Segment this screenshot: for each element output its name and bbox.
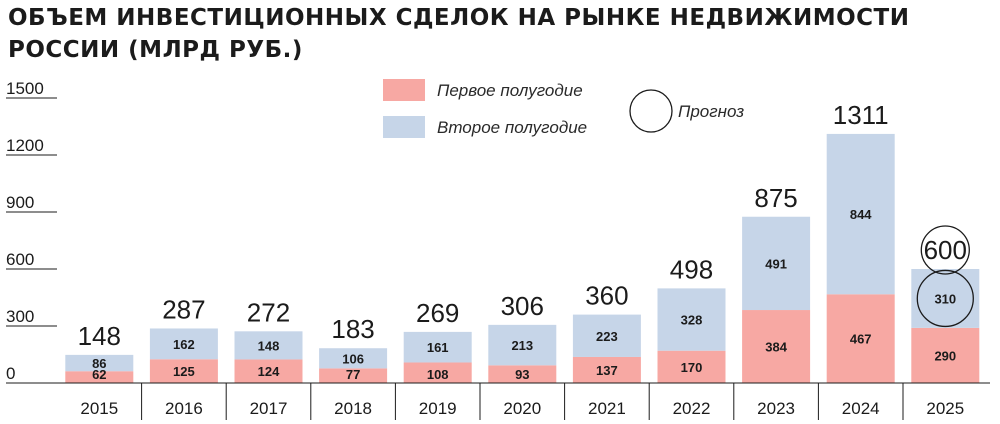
- legend-label-forecast: Прогноз: [678, 102, 744, 121]
- x-category-label: 2018: [334, 399, 372, 418]
- second-half-value-label: 310: [934, 291, 956, 306]
- bar-total-label: 306: [501, 291, 544, 321]
- y-tick-label: 600: [6, 250, 34, 269]
- bar-total-label: 272: [247, 297, 290, 327]
- bar-total-label: 360: [585, 281, 628, 311]
- y-tick-label: 300: [6, 307, 34, 326]
- x-category-label: 2016: [165, 399, 203, 418]
- y-axis: 0 300 600 900 1200 1500: [6, 79, 57, 384]
- x-category-label: 2024: [842, 399, 880, 418]
- first-half-value-label: 137: [596, 363, 618, 378]
- bar-second-half: [234, 331, 303, 360]
- first-half-value-label: 62: [92, 367, 106, 382]
- bar-second-half: [657, 288, 726, 351]
- x-category-label: 2025: [926, 399, 964, 418]
- bar-total-label: 875: [754, 183, 797, 213]
- second-half-value-label: 328: [681, 313, 703, 328]
- bar-second-half: [319, 348, 388, 369]
- first-half-value-label: 77: [346, 367, 360, 382]
- bar-first-half: [488, 365, 557, 383]
- first-half-value-label: 467: [850, 332, 872, 347]
- legend-forecast-circle: [629, 89, 673, 133]
- chart-title-line-1: ОБЪЕМ ИНВЕСТИЦИОННЫХ СДЕЛОК НА РЫНКЕ НЕД…: [8, 5, 910, 31]
- x-category-label: 2020: [503, 399, 541, 418]
- second-half-value-label: 162: [173, 337, 195, 352]
- legend-label-first-half: Первое полугодие: [437, 81, 583, 100]
- bar-first-half: [234, 359, 303, 383]
- bar-second-half: [826, 133, 895, 295]
- bar-first-half: [742, 310, 811, 383]
- bar-total-label: 600: [924, 235, 967, 265]
- bar-first-half: [319, 368, 388, 383]
- bar-first-half: [403, 362, 472, 383]
- legend-swatch-first-half: [383, 79, 425, 101]
- bar-second-half: [488, 324, 557, 366]
- bar-second-half: [742, 216, 811, 311]
- forecast-second-half-circle: [916, 269, 974, 328]
- first-half-value-label: 170: [681, 360, 703, 375]
- x-axis: 2015 2016 2017 2018 2019 2020 2021 2022 2023 2024…: [57, 382, 990, 420]
- bar-total-label: 498: [670, 254, 713, 284]
- second-half-value-label: 491: [765, 256, 787, 271]
- chart-title-line-2: РОССИИ (МЛРД РУБ.): [8, 37, 303, 63]
- bar-second-half: [403, 331, 472, 363]
- bar-second-half: [911, 269, 980, 328]
- first-half-value-label: 290: [934, 348, 956, 363]
- bar-total-label: 287: [162, 294, 205, 324]
- second-half-value-label: 161: [427, 340, 449, 355]
- bar-first-half: [826, 294, 895, 383]
- legend: Первое полугодие Второе полугодие Прогноз: [383, 79, 744, 138]
- legend-swatch-second-half: [383, 116, 425, 138]
- bar-total-label: 183: [331, 314, 374, 344]
- x-category-label: 2017: [250, 399, 288, 418]
- bar-first-half: [657, 350, 726, 383]
- y-tick-label: 0: [6, 364, 15, 383]
- bar-second-half: [149, 328, 218, 360]
- x-category-label: 2019: [419, 399, 457, 418]
- bar-first-half: [911, 327, 980, 383]
- second-half-value-label: 86: [92, 356, 106, 371]
- x-category-label: 2022: [673, 399, 711, 418]
- first-half-value-label: 93: [515, 367, 529, 382]
- bar-first-half: [572, 356, 641, 383]
- bar-total-label: 269: [416, 298, 459, 328]
- x-category-label: 2021: [588, 399, 626, 418]
- x-category-label: 2015: [80, 399, 118, 418]
- bar-second-half: [65, 354, 134, 372]
- first-half-value-label: 125: [173, 364, 195, 379]
- bar-first-half: [65, 371, 134, 383]
- second-half-value-label: 844: [850, 207, 872, 222]
- bar-first-half: [149, 359, 218, 383]
- y-tick-label: 1200: [6, 136, 44, 155]
- second-half-value-label: 213: [511, 338, 533, 353]
- second-half-value-label: 106: [342, 351, 364, 366]
- bar-total-label: 148: [78, 321, 121, 351]
- bar-second-half: [572, 314, 641, 357]
- chart-title: ОБЪЕМ ИНВЕСТИЦИОННЫХ СДЕЛОК НА РЫНКЕ НЕД…: [8, 2, 910, 66]
- bar-total-label: 1311: [833, 100, 889, 130]
- first-half-value-label: 108: [427, 367, 449, 382]
- y-tick-label: 1500: [6, 79, 44, 98]
- x-category-label: 2023: [757, 399, 795, 418]
- second-half-value-label: 148: [258, 338, 280, 353]
- y-tick-label: 900: [6, 193, 34, 212]
- first-half-value-label: 384: [765, 340, 787, 355]
- legend-label-second-half: Второе полугодие: [437, 118, 587, 137]
- second-half-value-label: 223: [596, 329, 618, 344]
- first-half-value-label: 124: [258, 364, 280, 379]
- forecast-total-circle: [920, 225, 970, 275]
